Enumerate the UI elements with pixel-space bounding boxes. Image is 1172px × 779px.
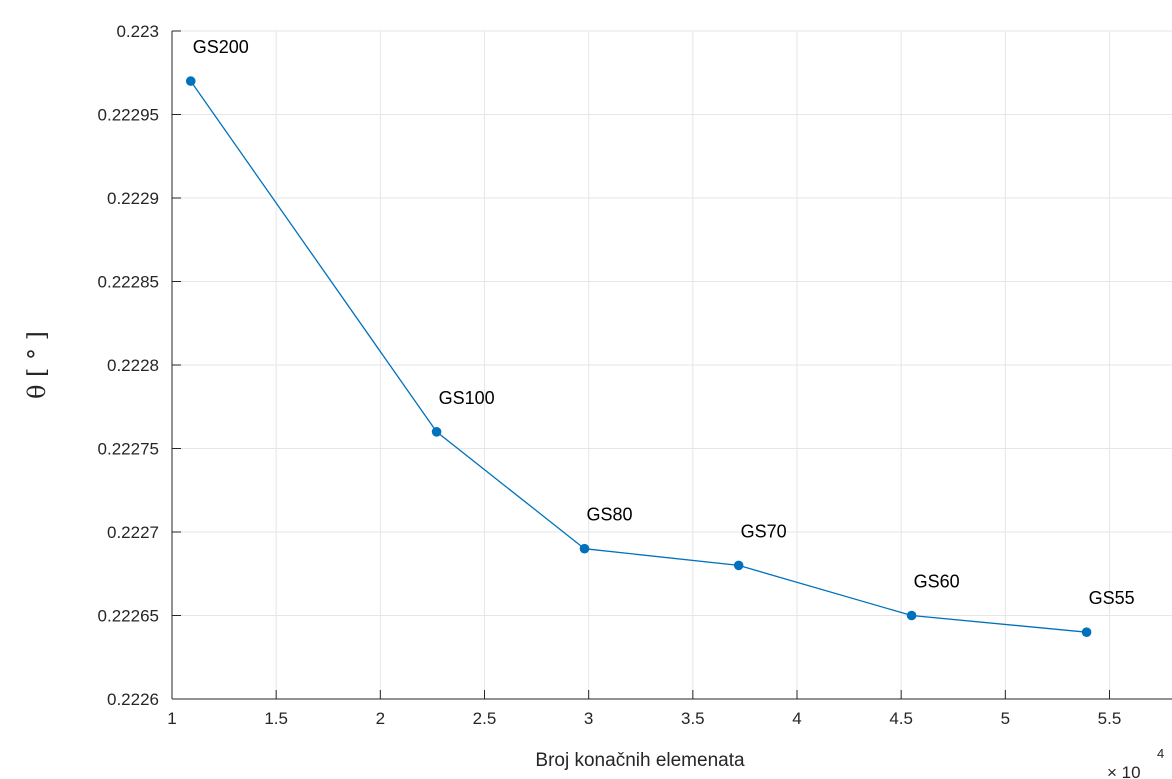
data-label: GS200	[193, 37, 249, 57]
y-tick-label: 0.223	[116, 22, 159, 41]
data-label: GS60	[914, 572, 960, 592]
x-tick-label: 5	[1001, 709, 1010, 728]
data-point	[1081, 627, 1092, 637]
data-point	[906, 610, 917, 621]
x-tick-label: 4	[792, 709, 801, 728]
y-tick-label: 0.22275	[98, 440, 159, 459]
data-label: GS55	[1089, 588, 1135, 608]
data-label: GS100	[439, 388, 495, 408]
data-point	[431, 427, 442, 437]
x-tick-label: 4.5	[889, 709, 913, 728]
x-exponent-power: 4	[1157, 746, 1164, 761]
y-tick-label: 0.2229	[107, 189, 159, 208]
point-labels: GS200 GS100 GS80 GS70 GS60 GS55	[193, 37, 1135, 608]
data-label: GS70	[741, 521, 787, 541]
x-tick-label: 3.5	[681, 709, 705, 728]
x-tick-label: 2	[376, 709, 385, 728]
x-tick-label: 2.5	[473, 709, 497, 728]
y-tick-label: 0.2227	[107, 523, 159, 542]
y-axis-title: θ [ ° ]	[23, 331, 51, 399]
y-tick-label: 0.22265	[98, 607, 159, 626]
y-tick-label: 0.22285	[98, 273, 159, 292]
y-tick-label: 0.2228	[107, 356, 159, 375]
x-tick-label: 1.5	[264, 709, 288, 728]
x-tick-label: 3	[584, 709, 593, 728]
grid	[171, 30, 1172, 700]
data-label: GS80	[587, 505, 633, 525]
axes: 1 1.5 2 2.5 3 3.5 4 4.5 5 5.5 0.2226 0.22265 0.2227 0…	[98, 22, 1172, 728]
data-point	[185, 76, 196, 86]
x-axis-title: Broj konačnih elemenata	[535, 750, 745, 771]
series-line	[190, 80, 1087, 633]
x-tick-label: 1	[167, 709, 176, 728]
data-point	[733, 560, 744, 571]
y-tick-label: 0.22295	[98, 106, 159, 125]
data-point	[579, 543, 590, 554]
x-tick-label: 5.5	[1098, 709, 1122, 728]
x-exponent-label: × 10	[1107, 763, 1141, 779]
y-tick-label: 0.2226	[107, 690, 159, 709]
data-series	[185, 76, 1092, 637]
